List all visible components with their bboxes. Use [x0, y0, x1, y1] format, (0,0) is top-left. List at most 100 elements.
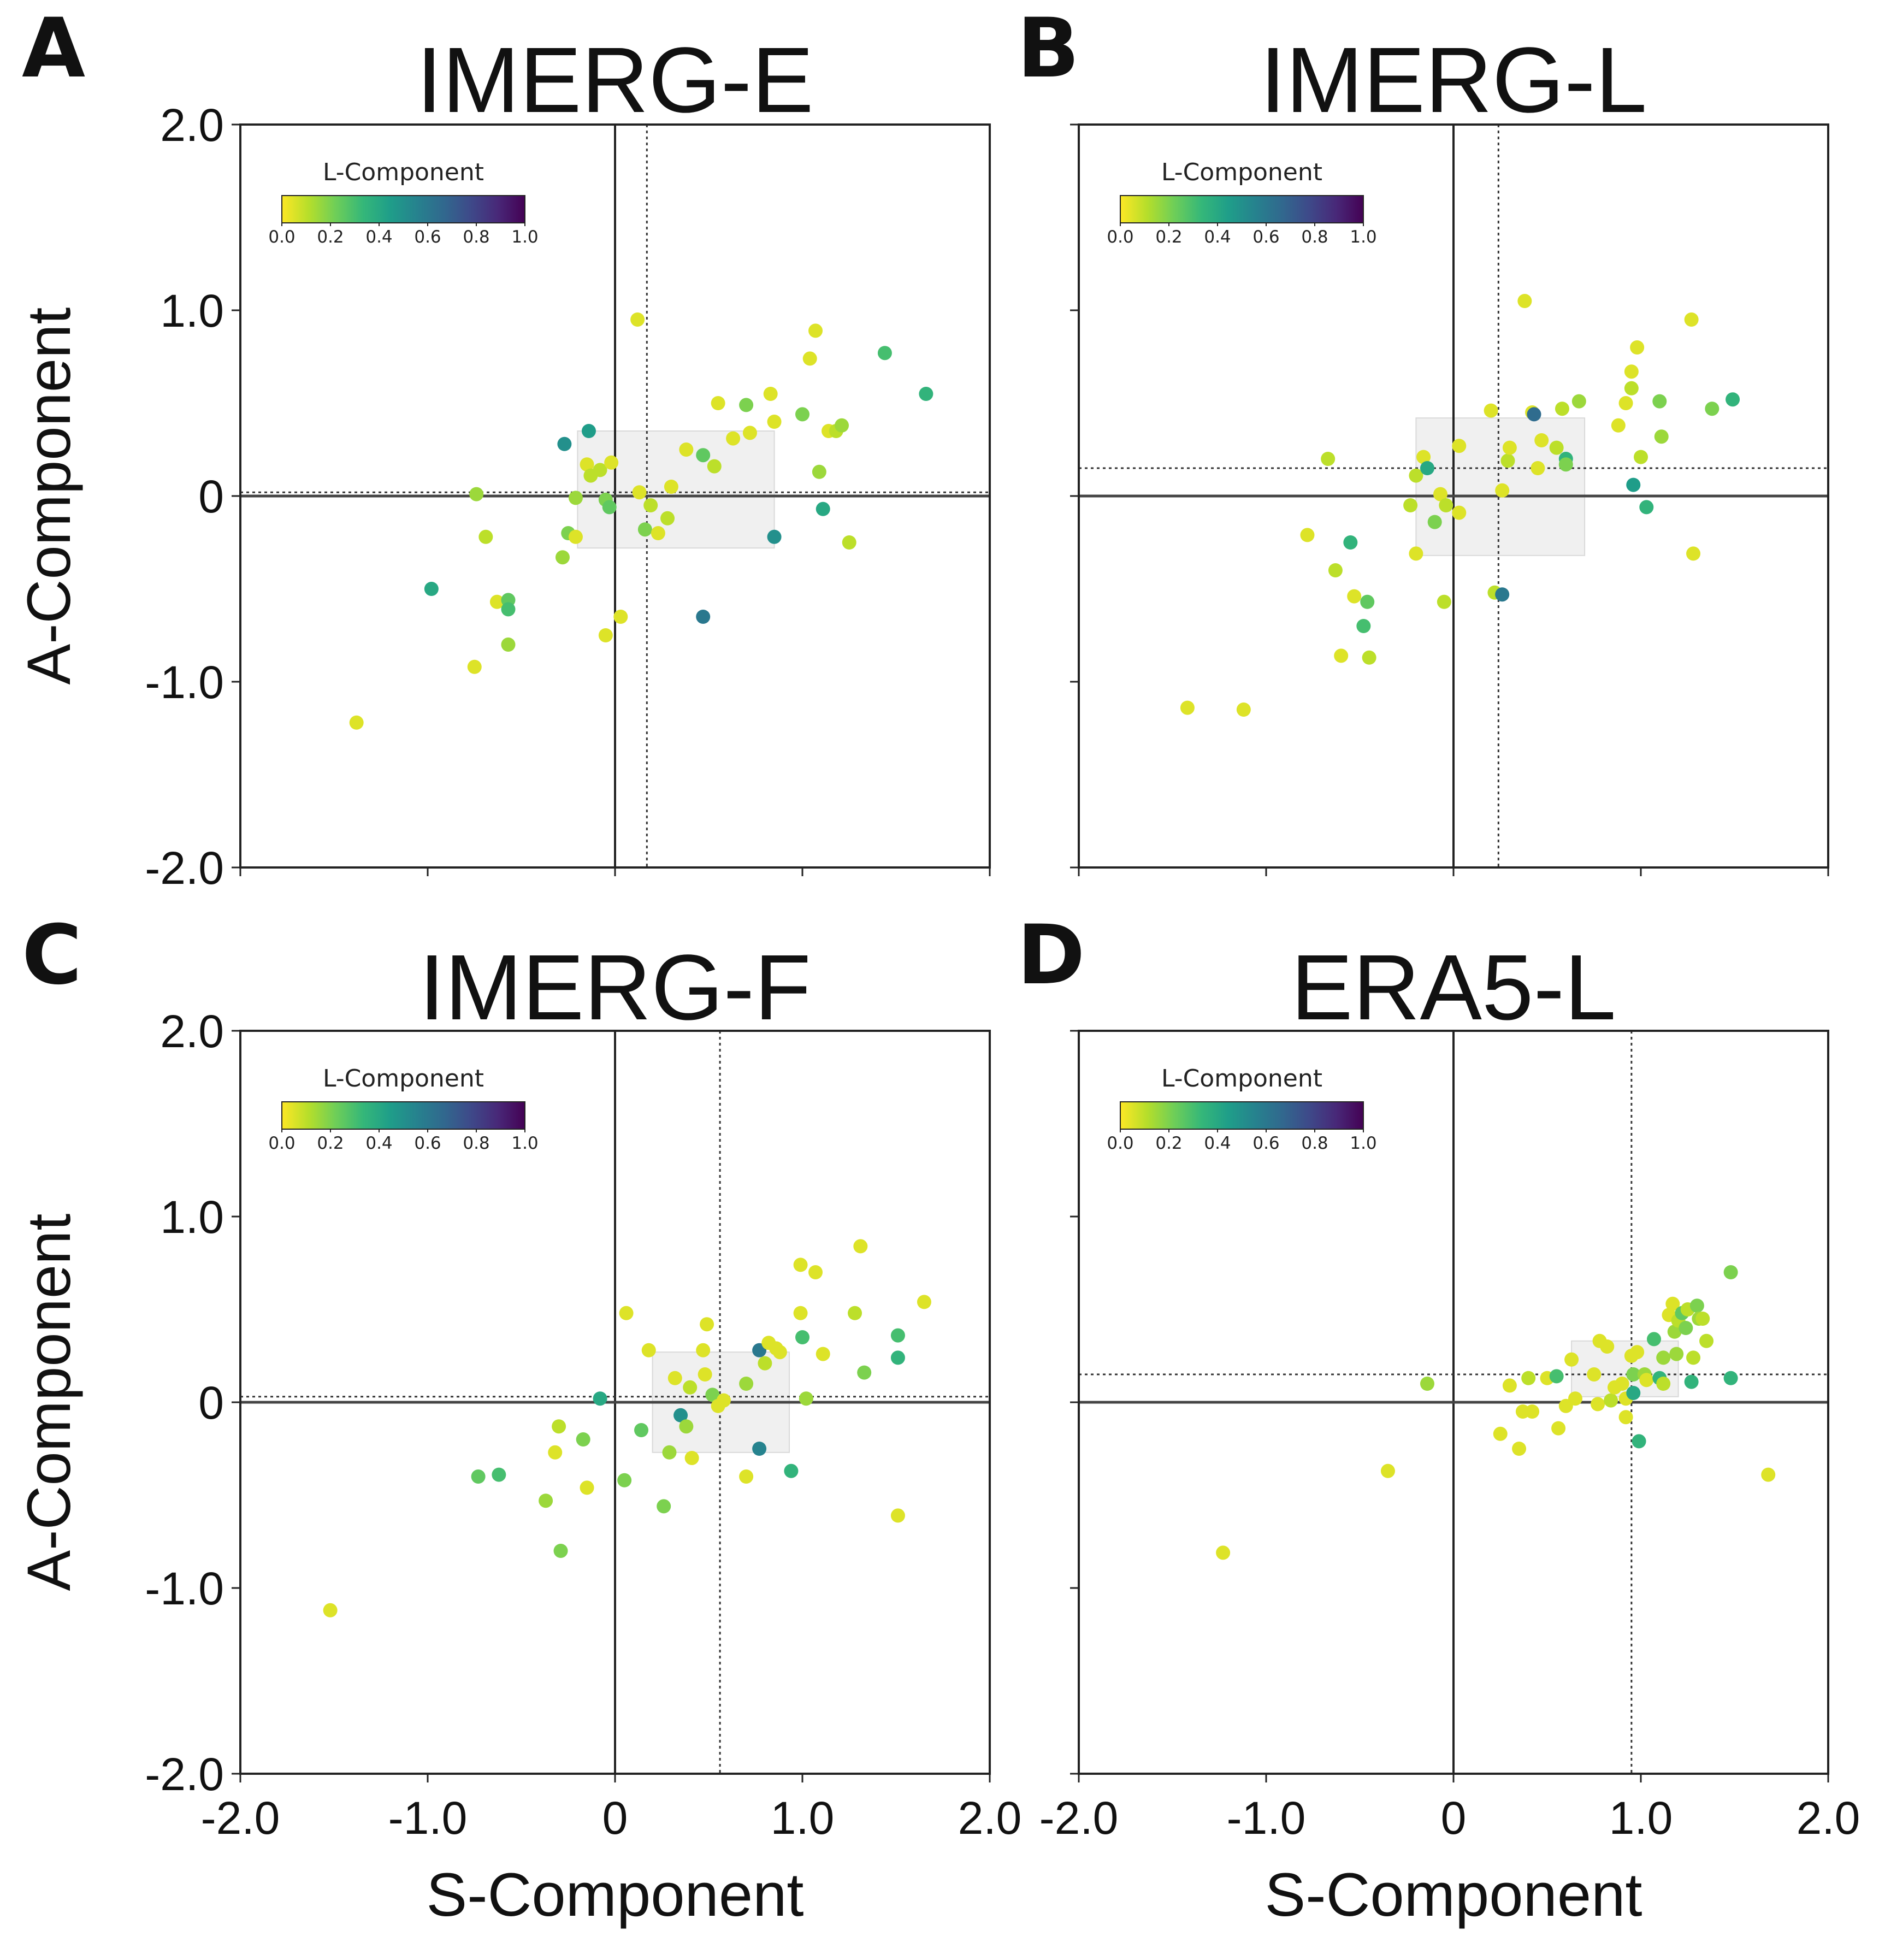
colorbar [281, 1101, 525, 1130]
data-point [1686, 1350, 1701, 1365]
data-point [726, 431, 741, 446]
data-point [553, 1544, 568, 1558]
data-point [816, 501, 830, 516]
data-point [1437, 594, 1451, 609]
data-point [548, 1445, 563, 1460]
colorbar-tick-label: 0.0 [268, 227, 295, 247]
data-point [1632, 1434, 1646, 1449]
data-point [643, 498, 658, 512]
data-point [696, 448, 711, 463]
colorbar [281, 195, 525, 223]
data-point [1571, 394, 1586, 409]
panel-letter: A [22, 1, 85, 96]
y-tick-label: 0 [198, 471, 224, 522]
panel-title: IMERG-E [416, 28, 813, 132]
data-point [1502, 440, 1517, 455]
colorbar [1120, 1101, 1364, 1130]
data-point [555, 550, 570, 565]
data-point [602, 500, 617, 515]
data-point [742, 426, 757, 440]
colorbar-label: L-Component [1161, 158, 1322, 186]
data-point [580, 457, 594, 472]
data-point [1647, 1332, 1662, 1347]
panel-letter: B [1017, 1, 1079, 96]
data-point [1409, 468, 1423, 483]
data-point [581, 424, 596, 438]
x-tick-label: 2.0 [1797, 1792, 1860, 1844]
data-point [877, 346, 892, 361]
data-point [478, 529, 493, 544]
y-tick-label: 0 [198, 1377, 224, 1428]
data-point [919, 387, 933, 401]
colorbar-tick-label: 0.8 [463, 1134, 489, 1153]
data-point [848, 1306, 862, 1320]
data-point [1624, 381, 1639, 395]
data-point [1639, 1373, 1654, 1388]
colorbar-tick-label: 0.0 [1107, 227, 1133, 247]
data-point [802, 351, 817, 366]
data-point [696, 1343, 711, 1357]
data-point [613, 610, 628, 624]
data-point [1420, 1377, 1434, 1391]
data-point [651, 526, 665, 540]
data-point [698, 1367, 712, 1382]
panel-title: IMERG-F [419, 936, 811, 1040]
data-point [1409, 546, 1423, 561]
y-tick-label: 2.0 [160, 1006, 224, 1057]
data-point [752, 1442, 767, 1456]
data-point [501, 602, 516, 617]
y-tick-label: -1.0 [145, 657, 224, 708]
data-point [1334, 648, 1349, 663]
data-point [1512, 1442, 1527, 1456]
data-point [816, 1347, 830, 1361]
data-point [812, 464, 826, 479]
panel-d: D ERA5-L -2.0 -1.0 0 1.0 2.0 S-Component L-Compo… [1017, 908, 1860, 1929]
data-point [835, 418, 849, 433]
colorbar-tick-label: 0.4 [365, 227, 392, 247]
data-point [739, 398, 754, 412]
panel-letter: D [1017, 908, 1085, 1003]
colorbar-tick-label: 0.8 [463, 227, 489, 247]
colorbar-tick-label: 0.2 [1155, 227, 1182, 247]
data-point [539, 1493, 553, 1508]
data-point [1615, 1377, 1629, 1391]
data-point [489, 594, 504, 609]
data-point [795, 407, 809, 422]
data-point [705, 1388, 720, 1402]
colorbar-tick-label: 0.2 [1155, 1134, 1182, 1153]
data-point [1216, 1545, 1231, 1560]
data-point [1669, 1347, 1684, 1361]
data-point [1347, 589, 1362, 604]
data-point [323, 1603, 338, 1617]
data-point [711, 396, 725, 410]
data-point [808, 1265, 823, 1279]
data-point [890, 1508, 905, 1523]
data-point [1679, 1321, 1693, 1335]
colorbar-tick-label: 0.6 [1252, 1134, 1279, 1153]
data-point [1420, 461, 1434, 475]
colorbar-tick-label: 0.4 [1204, 227, 1231, 247]
y-tick-label: -2.0 [145, 1749, 224, 1800]
data-point [1684, 1374, 1699, 1389]
data-point [1427, 515, 1442, 529]
data-point [890, 1328, 905, 1343]
data-point [1686, 546, 1701, 561]
data-point [1639, 500, 1654, 515]
colorbar-tick-label: 1.0 [1350, 1134, 1376, 1153]
data-point [1587, 1367, 1602, 1382]
colorbar-tick-label: 0.8 [1301, 1134, 1328, 1153]
data-point [1600, 1339, 1615, 1354]
colorbar-tick-label: 0.0 [268, 1134, 295, 1153]
data-point [598, 628, 613, 642]
data-point [1624, 364, 1639, 379]
data-point [580, 1480, 594, 1495]
data-point [593, 1391, 607, 1406]
data-point [1654, 429, 1669, 444]
data-point [1439, 498, 1453, 512]
colorbar-tick-label: 0.2 [317, 227, 344, 247]
data-point [1452, 505, 1467, 520]
data-point [1433, 487, 1447, 501]
x-tick-label: 1.0 [1609, 1792, 1673, 1844]
colorbar-tick-label: 0.6 [1252, 227, 1279, 247]
